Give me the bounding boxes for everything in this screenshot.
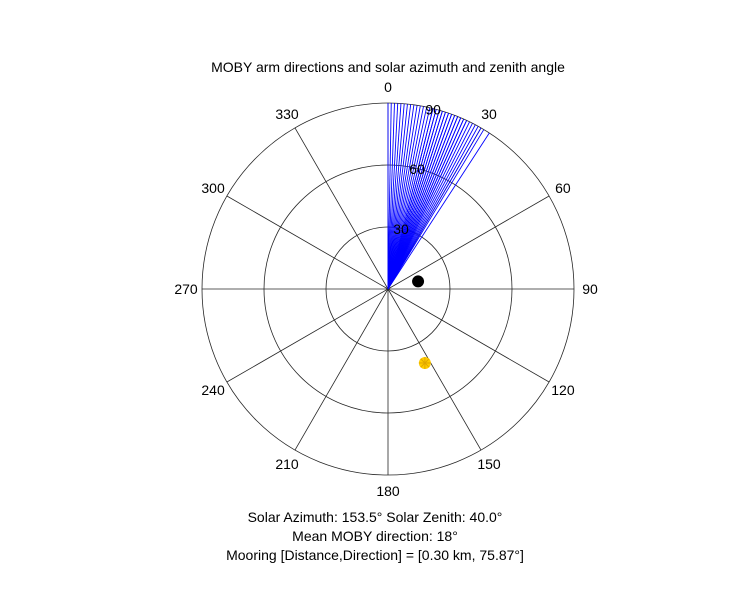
arm-line: [387, 103, 402, 290]
mooring-marker: [412, 275, 425, 288]
spoke-240: [226, 288, 389, 383]
angle-tick-300: 300: [201, 180, 225, 196]
markers: [412, 275, 431, 369]
arm-line: [387, 129, 485, 290]
arm-line: [387, 103, 395, 290]
angle-tick-180: 180: [376, 483, 400, 499]
arm-line: [387, 105, 418, 290]
spoke-120: [387, 288, 550, 383]
sun-marker-ray: [420, 358, 430, 368]
angle-tick-0: 0: [384, 79, 392, 95]
arm-line: [387, 121, 470, 290]
arm-line: [387, 103, 405, 290]
arm-line: [387, 126, 479, 290]
chart-title: MOBY arm directions and solar azimuth an…: [211, 59, 565, 75]
radius-tick-90: 90: [425, 101, 441, 117]
angle-tick-330: 330: [275, 106, 299, 122]
spoke-330: [294, 127, 389, 290]
arm-line: [387, 103, 392, 290]
arm-line: [387, 118, 465, 290]
angle-tick-60: 60: [555, 180, 571, 196]
mean-direction-caption: Mean MOBY direction: 18°: [292, 528, 458, 544]
radius-tick-30: 30: [393, 221, 409, 237]
arm-line: [387, 110, 443, 290]
arm-line: [387, 110, 440, 290]
sun-marker: [418, 356, 431, 369]
arm-line: [387, 106, 424, 290]
arm-directions: [387, 103, 490, 290]
radius-tick-60: 60: [409, 161, 425, 177]
arm-line: [387, 109, 437, 290]
arm-line: [387, 106, 428, 290]
arm-line: [387, 107, 431, 290]
arm-line: [387, 132, 490, 290]
arm-line: [387, 108, 434, 290]
arm-line: [387, 105, 421, 290]
tick-labels: 0 30 60 90 120 150 180 210 240 270 300 330 30 60 90: [174, 79, 598, 499]
arm-line: [387, 112, 449, 290]
arm-line: [387, 120, 468, 290]
arm-line: [387, 123, 473, 290]
spoke-150: [387, 288, 482, 451]
angle-tick-150: 150: [477, 456, 501, 472]
arm-line: [387, 104, 415, 290]
polar-grid: [201, 102, 575, 476]
angle-tick-30: 30: [481, 106, 497, 122]
arm-line: [387, 117, 462, 290]
arm-line: [387, 103, 399, 290]
arm-line: [387, 124, 476, 290]
arm-line: [387, 103, 408, 290]
angle-tick-90: 90: [582, 281, 598, 297]
angle-tick-120: 120: [551, 382, 575, 398]
spoke-210: [294, 288, 389, 451]
arm-line: [387, 116, 459, 290]
mooring-caption: Mooring [Distance,Direction] = [0.30 km,…: [226, 547, 524, 563]
spoke-60: [387, 195, 550, 290]
spoke-300: [226, 195, 389, 290]
angle-tick-240: 240: [201, 382, 225, 398]
solar-caption: Solar Azimuth: 153.5° Solar Zenith: 40.0…: [247, 509, 503, 525]
arm-line: [387, 115, 456, 290]
angle-tick-210: 210: [275, 456, 299, 472]
arm-line: [387, 127, 482, 290]
angle-tick-270: 270: [174, 281, 198, 297]
arm-line: [387, 104, 412, 290]
arm-line: [387, 114, 453, 290]
arm-line: [387, 111, 446, 290]
